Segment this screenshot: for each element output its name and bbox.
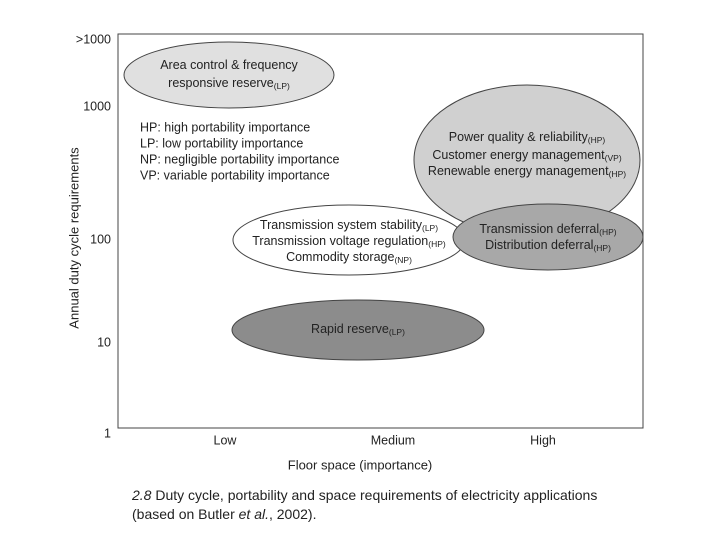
ellipse [231, 299, 485, 361]
label-text: Transmission deferral [479, 222, 599, 236]
label-text: Renewable energy management [428, 164, 609, 178]
ellipse-label: Transmission system stability(LP) [260, 218, 438, 233]
ellipse-label: Distribution deferral(HP) [485, 238, 611, 253]
label-subscript: (HP) [599, 227, 617, 237]
caption: 2.8 Duty cycle, portability and space re… [132, 486, 612, 524]
caption-text: Duty cycle, portability and space requir… [132, 487, 598, 522]
ellipse-label: responsive reserve(LP) [168, 76, 290, 91]
label-subscript: (LP) [389, 327, 405, 337]
label-subscript: (HP) [588, 135, 606, 145]
x-tick-label: Medium [371, 433, 415, 447]
caption-number: 2.8 [132, 487, 152, 503]
label-subscript: (LP) [274, 81, 290, 91]
caption-text: , 2002). [268, 506, 317, 522]
y-tick-label: 1 [104, 426, 111, 440]
label-subscript: (LP) [422, 223, 438, 233]
ellipse-label: Power quality & reliability(HP) [449, 130, 606, 145]
label-text: Transmission system stability [260, 218, 423, 232]
ellipse-label: Transmission deferral(HP) [479, 222, 616, 237]
label-subscript: (VP) [605, 153, 622, 163]
y-tick-label: 10 [97, 335, 111, 349]
ellipse-label: Area control & frequency [160, 58, 298, 72]
y-tick-label: >1000 [76, 32, 111, 46]
y-axis-label: Annual duty cycle requirements [66, 147, 81, 329]
label-text: Customer energy management [432, 148, 605, 162]
label-text: Commodity storage [286, 250, 394, 264]
y-tick-label: 1000 [83, 99, 111, 113]
x-tick-label: High [530, 433, 556, 447]
legend-text: VP: variable portability importance [140, 168, 330, 182]
label-text: responsive reserve [168, 76, 274, 90]
label-text: Area control & frequency [160, 58, 298, 72]
label-subscript: (HP) [593, 243, 611, 253]
plot-frame [117, 33, 644, 429]
label-text: Power quality & reliability [449, 130, 589, 144]
label-text: Distribution deferral [485, 238, 593, 252]
x-axis-label: Floor space (importance) [288, 457, 433, 472]
ellipse-label: Transmission voltage regulation(HP) [252, 234, 446, 249]
label-subscript: (HP) [609, 169, 627, 179]
label-text: Rapid reserve [311, 322, 389, 336]
ellipse-label: Renewable energy management(HP) [428, 164, 626, 179]
label-subscript: (NP) [394, 255, 412, 265]
legend-text: LP: low portability importance [140, 136, 303, 150]
ellipse-label: Commodity storage(NP) [286, 250, 412, 265]
label-text: Transmission voltage regulation [252, 234, 428, 248]
caption-italic: et al. [238, 506, 269, 522]
y-tick-label: 100 [90, 232, 111, 246]
ellipse [452, 203, 644, 271]
ellipse-label: Customer energy management(VP) [432, 148, 621, 163]
legend-text: HP: high portability importance [140, 120, 310, 134]
ellipse [123, 41, 335, 109]
x-tick-label: Low [214, 433, 238, 447]
label-subscript: (HP) [428, 239, 446, 249]
ellipse-label: Rapid reserve(LP) [311, 322, 405, 337]
legend-text: NP: negligible portability importance [140, 152, 339, 166]
